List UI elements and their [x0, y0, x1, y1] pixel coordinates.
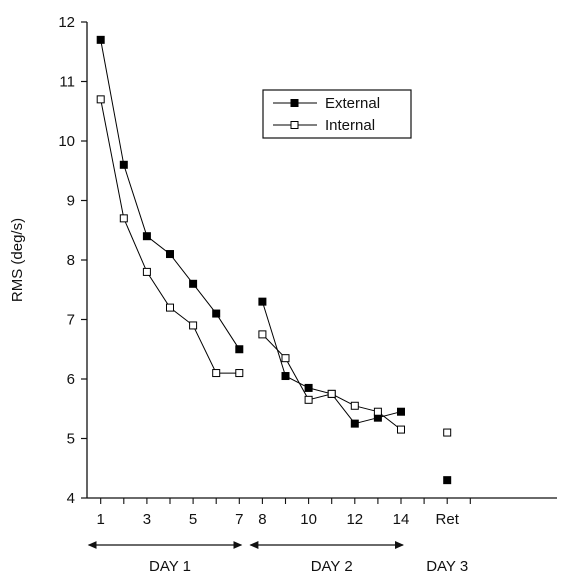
legend-box: [262, 89, 412, 139]
y-tick-label: 10: [58, 133, 75, 150]
y-tick-label: 9: [67, 193, 75, 210]
y-tick-label: 5: [67, 431, 75, 448]
x-tick-label: 10: [300, 511, 317, 528]
day-label: DAY 2: [311, 558, 353, 575]
data-point-external: [212, 309, 221, 318]
data-point-internal: [373, 407, 382, 416]
data-point-external: [119, 160, 128, 169]
day-label: DAY 3: [426, 558, 468, 575]
data-point-external: [235, 345, 244, 354]
data-point-external: [281, 372, 290, 381]
x-tick-label: 8: [258, 511, 266, 528]
data-point-external: [258, 297, 267, 306]
data-point-internal: [258, 330, 267, 339]
y-tick-label: 11: [59, 74, 75, 91]
data-point-internal: [327, 389, 336, 398]
data-point-internal: [397, 425, 405, 434]
data-point-external: [142, 232, 151, 241]
data-point-internal: [119, 214, 128, 223]
x-tick-label: 14: [393, 511, 410, 528]
data-point-internal: [189, 321, 198, 330]
x-tick-label: 12: [346, 511, 363, 528]
series-layer: [96, 35, 452, 485]
series-line-external: [261, 301, 402, 425]
legend: External Internal: [262, 89, 412, 139]
series-internal: [96, 95, 452, 437]
legend-marker: [290, 99, 299, 107]
data-point-internal: [96, 95, 105, 104]
data-point-external: [96, 35, 105, 44]
data-point-external: [189, 279, 198, 288]
series-line-external: [100, 39, 240, 350]
day-labels: DAY 1 DAY 2 DAY 3: [87, 541, 468, 575]
y-tick-label: 8: [67, 252, 75, 269]
y-tick-label: 4: [67, 490, 75, 507]
day-label: DAY 1: [149, 558, 191, 575]
data-point-internal: [212, 369, 221, 378]
x-tick-label: 3: [143, 511, 151, 528]
data-point-internal: [142, 267, 151, 276]
legend-marker: [290, 121, 299, 129]
data-point-internal: [443, 428, 452, 437]
data-point-external: [350, 419, 359, 428]
data-point-external: [166, 250, 174, 259]
data-point-internal: [304, 395, 313, 404]
y-tick-label: 6: [67, 371, 75, 388]
data-point-external: [443, 476, 452, 485]
series-line-internal: [100, 99, 240, 374]
x-tick-label: 1: [97, 511, 105, 528]
data-point-internal: [235, 369, 244, 378]
y-tick-label: 12: [58, 14, 75, 31]
y-axis-title: RMS (deg/s): [9, 218, 26, 302]
data-point-internal: [166, 303, 174, 312]
x-tick-label: 5: [189, 511, 197, 528]
y-tick-label: 7: [67, 312, 75, 329]
legend-label-external: External: [325, 95, 380, 112]
legend-label-internal: Internal: [325, 117, 375, 134]
data-point-internal: [281, 354, 290, 363]
x-tick-label: Ret: [436, 511, 460, 528]
data-point-external: [304, 383, 313, 392]
data-point-external: [397, 407, 405, 416]
x-tick-label: 7: [235, 511, 243, 528]
data-point-internal: [350, 401, 359, 410]
